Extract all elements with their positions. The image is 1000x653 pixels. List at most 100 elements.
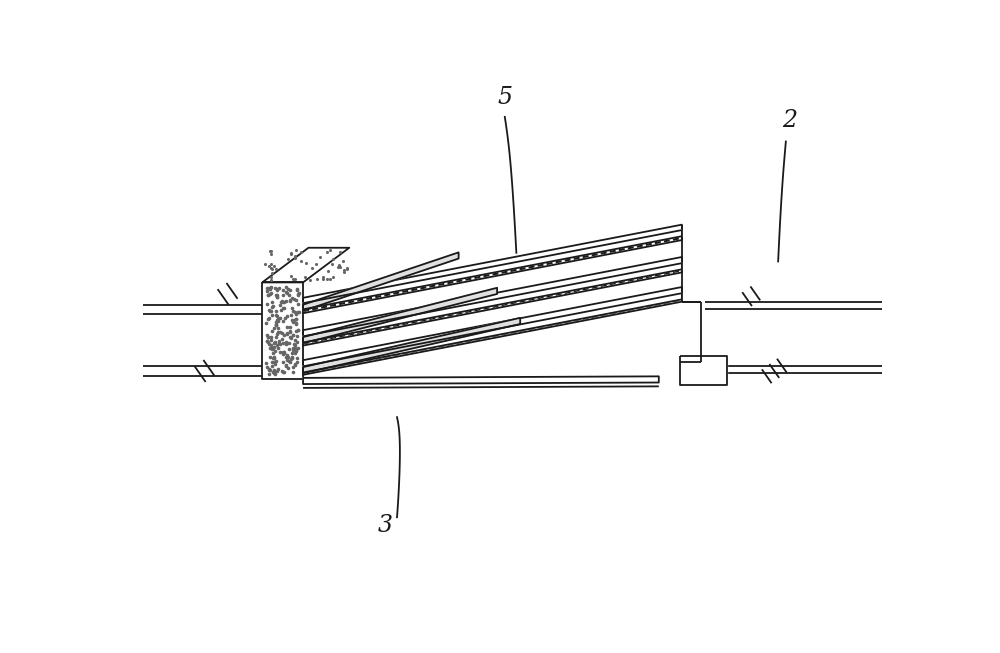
Point: [293, 247, 309, 257]
Point: [278, 360, 294, 370]
Point: [270, 315, 286, 326]
Point: [282, 323, 298, 333]
Point: [290, 289, 306, 299]
Point: [281, 343, 297, 354]
Point: [273, 296, 289, 307]
Point: [282, 284, 298, 295]
Point: [270, 323, 286, 334]
Point: [288, 344, 304, 355]
Point: [285, 330, 301, 340]
Point: [271, 338, 287, 348]
Point: [275, 316, 291, 326]
Point: [264, 357, 280, 367]
Point: [259, 298, 275, 309]
Point: [283, 271, 299, 281]
Point: [266, 364, 282, 375]
Point: [267, 358, 283, 369]
Point: [259, 336, 275, 347]
Point: [288, 345, 304, 356]
Point: [280, 253, 296, 264]
Point: [263, 331, 279, 342]
Point: [269, 311, 285, 322]
Point: [325, 253, 341, 264]
Point: [289, 285, 305, 296]
Point: [284, 348, 300, 358]
Point: [262, 351, 278, 362]
Point: [287, 306, 303, 317]
Point: [269, 291, 285, 302]
Point: [275, 296, 291, 307]
Point: [272, 338, 288, 349]
Point: [278, 340, 294, 350]
Point: [297, 272, 313, 282]
Polygon shape: [303, 225, 682, 313]
Point: [320, 266, 336, 276]
Point: [261, 369, 277, 379]
Point: [281, 290, 297, 300]
Point: [263, 343, 279, 353]
Point: [336, 267, 352, 278]
Point: [266, 353, 282, 363]
Point: [268, 316, 284, 326]
Point: [283, 333, 299, 343]
Text: 5: 5: [497, 86, 512, 109]
Point: [285, 317, 301, 328]
Point: [279, 338, 295, 349]
Point: [260, 314, 276, 325]
Point: [269, 340, 285, 350]
Polygon shape: [303, 293, 682, 372]
Text: 2: 2: [782, 109, 797, 133]
Point: [285, 330, 301, 341]
Point: [289, 357, 305, 367]
Point: [274, 295, 290, 306]
Point: [289, 337, 305, 347]
Point: [286, 293, 302, 304]
Point: [267, 369, 283, 379]
Point: [280, 283, 296, 294]
Point: [264, 296, 280, 307]
Point: [265, 343, 281, 353]
Point: [282, 325, 298, 336]
Point: [288, 295, 304, 306]
Point: [279, 322, 295, 332]
Point: [278, 351, 294, 362]
Point: [287, 274, 303, 285]
Point: [339, 263, 355, 273]
Point: [282, 332, 298, 342]
Point: [268, 357, 284, 367]
Point: [282, 295, 298, 306]
Point: [302, 275, 318, 285]
Point: [264, 264, 280, 274]
Point: [308, 259, 324, 269]
Point: [269, 366, 285, 377]
Point: [288, 319, 304, 330]
Point: [284, 352, 300, 362]
Point: [284, 315, 300, 326]
Point: [293, 256, 309, 266]
Point: [266, 366, 282, 376]
Point: [275, 349, 291, 360]
Point: [259, 283, 275, 293]
Polygon shape: [262, 282, 303, 379]
Point: [270, 313, 286, 324]
Point: [268, 264, 284, 274]
Point: [288, 317, 304, 328]
Point: [263, 272, 279, 282]
Point: [291, 307, 307, 317]
Point: [274, 333, 290, 343]
Point: [279, 329, 295, 340]
Point: [263, 246, 279, 257]
Point: [286, 315, 302, 326]
Point: [335, 255, 351, 266]
Point: [259, 362, 275, 372]
Point: [309, 274, 325, 284]
Point: [272, 300, 288, 311]
Point: [265, 367, 281, 377]
Point: [263, 263, 279, 273]
Point: [263, 282, 279, 293]
Point: [285, 274, 301, 285]
Point: [289, 330, 305, 341]
Polygon shape: [303, 252, 459, 311]
Point: [286, 339, 302, 349]
Point: [279, 287, 295, 298]
